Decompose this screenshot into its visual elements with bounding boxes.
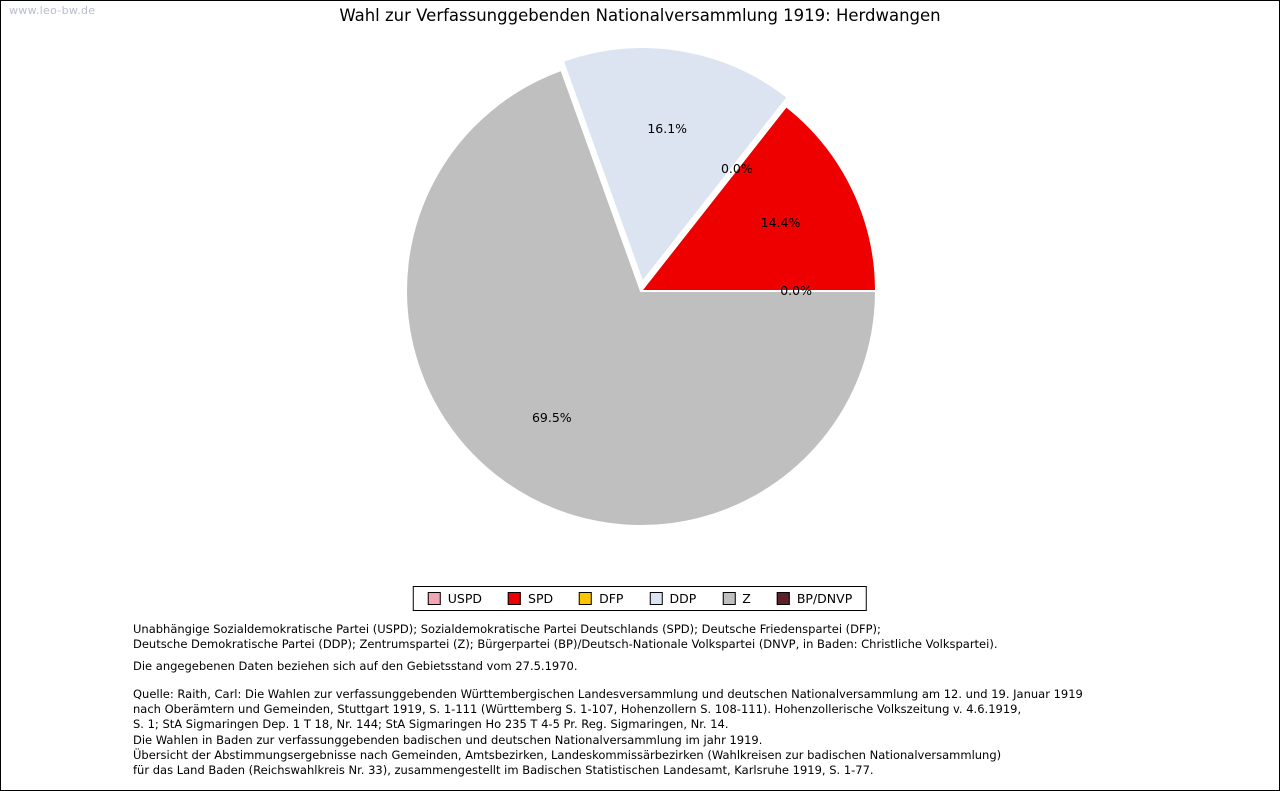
watermark: www.leo-bw.de: [9, 4, 96, 17]
chart-title: Wahl zur Verfassunggebenden Nationalvers…: [339, 6, 941, 25]
legend-swatch: [427, 592, 441, 605]
pie-slice-ddp: [561, 46, 789, 284]
legend-item-dfp: DFP: [579, 591, 623, 606]
legend-label: DFP: [599, 591, 624, 606]
footnote-line: für das Land Baden (Reichswahlkreis Nr. …: [133, 763, 874, 778]
pie-percentage-label: 0.0%: [721, 161, 753, 176]
legend-item-uspd: USPD: [427, 591, 483, 606]
legend-label: DDP: [669, 591, 697, 606]
legend-item-bp-dnvp: BP/DNVP: [776, 591, 853, 606]
legend-label: BP/DNVP: [796, 591, 853, 606]
footnote-parties: Unabhängige Sozialdemokratische Partei (…: [133, 622, 997, 652]
legend-swatch: [579, 592, 593, 605]
pie-percentage-label: 14.4%: [761, 215, 801, 230]
pie-percentage-label: 16.1%: [647, 121, 687, 136]
legend-swatch: [508, 592, 522, 605]
legend-label: USPD: [447, 591, 483, 606]
footnote-line: S. 1; StA Sigmaringen Dep. 1 T 18, Nr. 1…: [133, 717, 729, 732]
footnote-line: Quelle: Raith, Carl: Die Wahlen zur verf…: [133, 687, 1083, 701]
footnote-line: Unabhängige Sozialdemokratische Partei (…: [133, 622, 881, 636]
footnote-line: Die angegebenen Daten beziehen sich auf …: [133, 659, 578, 673]
pie-slice-spd: [640, 105, 877, 292]
footnote-quelle: Quelle: Raith, Carl: Die Wahlen zur verf…: [133, 687, 1083, 778]
pie-percentage-label: 69.5%: [532, 410, 572, 425]
legend-label: Z: [742, 591, 751, 606]
legend-swatch: [649, 592, 663, 605]
legend-item-spd: SPD: [508, 591, 553, 606]
legend-label: SPD: [528, 591, 554, 606]
chart-legend: USPD SPD DFP DDP Z BP/DNVP: [412, 586, 868, 611]
legend-item-z: Z: [722, 591, 751, 606]
legend-item-ddp: DDP: [649, 591, 696, 606]
footnote-line: Übersicht der Abstimmungsergebnisse nach…: [133, 747, 1002, 762]
pie-slice-z: [405, 68, 877, 527]
pie-chart: 0.0% 14.4% 0.0% 16.1% 69.5%: [405, 46, 877, 527]
legend-swatch: [722, 592, 736, 605]
footnote-gebietsstand: Die angegebenen Daten beziehen sich auf …: [133, 659, 578, 674]
legend-swatch: [776, 592, 790, 605]
pie-percentage-label: 0.0%: [780, 283, 812, 298]
footnote-line: Die Wahlen in Baden zur verfassunggebend…: [133, 732, 763, 747]
footnote-line: nach Oberämtern und Gemeinden, Stuttgart…: [133, 702, 1022, 717]
footnote-line: Deutsche Demokratische Partei (DDP); Zen…: [133, 637, 998, 652]
